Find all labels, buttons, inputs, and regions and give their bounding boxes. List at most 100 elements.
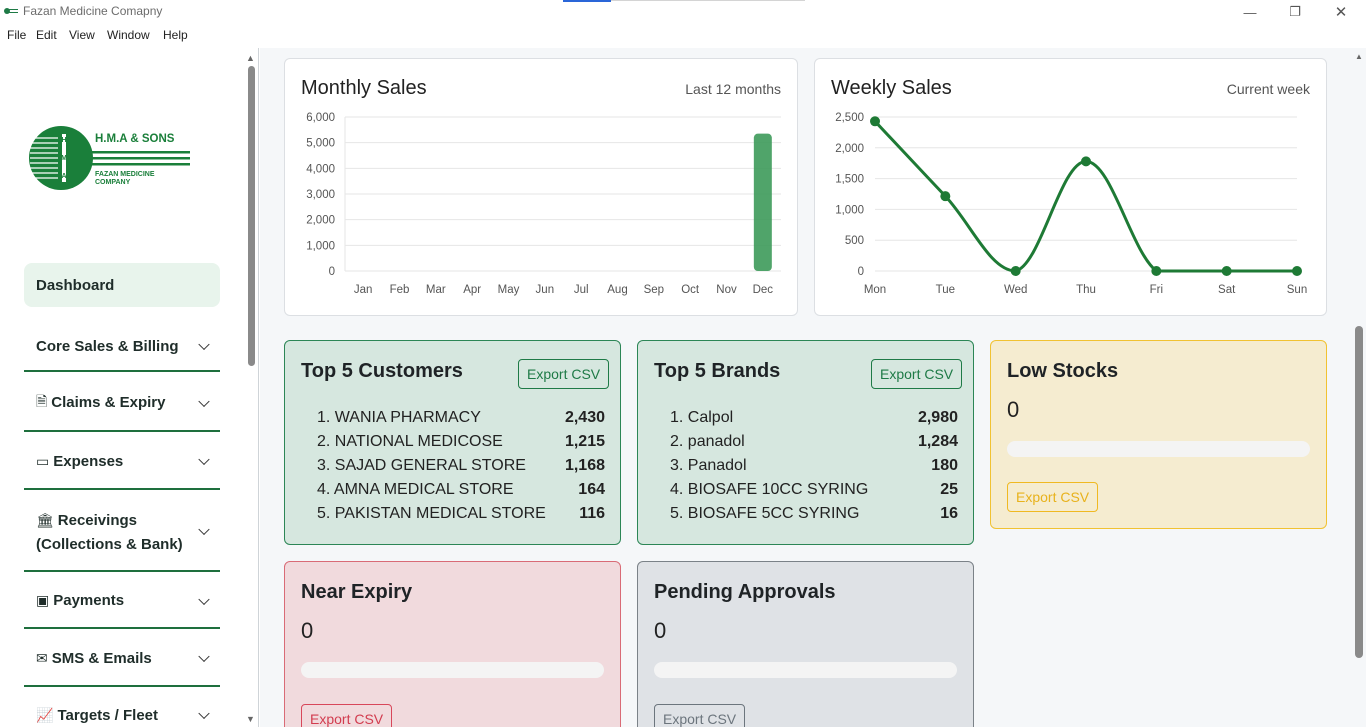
x-tick-label: Jun: [536, 284, 555, 296]
data-point: [1010, 266, 1021, 276]
chevron-down-icon: [198, 523, 210, 536]
nav-expenses-label: Expenses: [53, 452, 124, 470]
y-tick-label: 500: [845, 235, 864, 247]
series-line: [873, 120, 1297, 273]
sidebar-scrollbar[interactable]: ▲ ▼: [244, 50, 258, 727]
scroll-up-arrow[interactable]: ▲: [1355, 52, 1363, 61]
list-item: 4. AMNA MEDICAL STORE 164: [317, 481, 605, 498]
x-tick-label: Jan: [354, 284, 373, 296]
nav-receivings-label-2: (Collections & Bank): [36, 536, 183, 553]
y-tick-label: 3,000: [306, 189, 335, 201]
x-tick-label: Nov: [716, 284, 737, 296]
list-item: 1. Calpol 2,980: [670, 409, 958, 426]
near-expiry-progress: [301, 662, 604, 678]
chevron-down-icon: [198, 650, 210, 663]
weekly-sales-chart: 0 500 1,000 1,500 2,000 2,500 Mon Tue Wed Thu Fri S…: [835, 112, 1307, 296]
nav-receivings-label: Receivings: [57, 512, 137, 529]
nav-expenses[interactable]: ▭ Expenses: [24, 434, 220, 490]
scroll-down-arrow[interactable]: ▼: [246, 714, 255, 724]
wallet-icon: ▭: [36, 452, 50, 469]
window-titlebar: Fazan Medicine Comapny — ❐ ✕: [0, 0, 1366, 24]
x-tick-label: Sat: [1218, 284, 1236, 296]
list-item: 5. BIOSAFE 5CC SYRING 16: [670, 505, 958, 522]
near-expiry-title: Near Expiry: [301, 581, 413, 603]
x-tick-label: Aug: [607, 284, 627, 296]
nav-core-sales-billing-label: Core Sales & Billing: [36, 337, 179, 355]
low-stocks-title: Low Stocks: [1007, 360, 1119, 382]
restore-button[interactable]: ❐: [1289, 4, 1301, 19]
y-tick-label: 4,000: [306, 163, 335, 175]
data-point: [1292, 266, 1302, 276]
nav-dashboard[interactable]: Dashboard: [24, 263, 220, 307]
y-tick-label: 2,000: [835, 143, 864, 155]
nav-payments-label: Payments: [53, 592, 125, 609]
app-icon: [4, 8, 18, 14]
y-tick-label: 6,000: [306, 112, 335, 124]
nav-receivings[interactable]: 🏛 Receivings (Collections & Bank): [24, 492, 220, 572]
list-item: 5. PAKISTAN MEDICAL STORE 116: [317, 505, 605, 522]
x-tick-label: Tue: [936, 284, 955, 296]
monthly-sales-subtitle: Last 12 months: [685, 81, 781, 97]
data-point: [1221, 266, 1232, 276]
logo-letter-a: A: [61, 173, 66, 180]
window-title: Fazan Medicine Comapny: [23, 4, 163, 18]
x-tick-label: May: [498, 284, 520, 296]
x-tick-label: Mar: [426, 284, 446, 296]
menu-edit[interactable]: Edit: [36, 28, 57, 42]
near-expiry-export-button[interactable]: Export CSV: [301, 704, 393, 727]
menu-help[interactable]: Help: [163, 28, 188, 42]
nav-targets-fleet[interactable]: 📈 Targets / Fleet: [24, 689, 220, 727]
x-tick-label: Wed: [1004, 284, 1027, 296]
nav-payments[interactable]: ▣ Payments: [24, 574, 220, 629]
pending-approvals-card: Pending Approvals 0 Export CSV: [637, 561, 974, 727]
customers-export-button[interactable]: Export CSV: [518, 359, 610, 389]
menu-view[interactable]: View: [69, 28, 95, 42]
low-stocks-progress: [1007, 441, 1310, 457]
monthly-sales-card: Monthly Sales Last 12 months 0 1,000 2,000…: [284, 58, 798, 316]
list-item: 1. WANIA PHARMACY 2,430: [317, 409, 605, 426]
low-stocks-count: 0: [1007, 397, 1020, 422]
x-tick-label: Mon: [864, 284, 886, 296]
close-button[interactable]: ✕: [1334, 4, 1348, 21]
minimize-button[interactable]: —: [1243, 4, 1257, 20]
data-point: [940, 191, 951, 202]
menu-window[interactable]: Window: [107, 28, 150, 42]
data-point: [1151, 266, 1162, 276]
titlebar-accent: [563, 0, 611, 2]
pending-approvals-count: 0: [654, 618, 667, 643]
list-item: 3. SAJAD GENERAL STORE 1,168: [317, 457, 605, 474]
list-item: 3. Panadol 180: [670, 457, 958, 474]
brands-export-button[interactable]: Export CSV: [871, 359, 963, 389]
chevron-down-icon: [198, 395, 210, 407]
top-brands-card: Top 5 Brands Export CSV 1. Calpol 2,980 2…: [637, 340, 974, 545]
monthly-sales-chart: 0 1,000 2,000 3,000 4,000 5,000 6,000 Jan Feb Mar…: [306, 112, 781, 296]
nav-claims-expiry[interactable]: 🗎 Claims & Expiry: [24, 375, 220, 432]
scroll-up-arrow[interactable]: ▲: [246, 53, 255, 63]
nav-core-sales-billing[interactable]: Core Sales & Billing: [24, 322, 220, 372]
x-tick-label: Dec: [753, 284, 774, 296]
nav-sms-emails[interactable]: ✉ SMS & Emails: [24, 631, 220, 687]
y-tick-label: 5,000: [306, 138, 335, 150]
sidebar: H M A H.M.A & SONS FAZAN MEDICINE COMPAN…: [0, 48, 259, 727]
low-stocks-export-button[interactable]: Export CSV: [1007, 482, 1099, 512]
pending-export-button[interactable]: Export CSV: [654, 704, 746, 727]
chevron-down-icon: [198, 453, 210, 466]
x-tick-label: Jul: [574, 284, 589, 296]
sidebar-scroll-thumb[interactable]: [248, 66, 255, 366]
y-tick-label: 0: [858, 266, 864, 278]
main-scroll-thumb[interactable]: [1355, 326, 1363, 658]
x-tick-label: Sep: [644, 284, 664, 296]
chevron-down-icon: [198, 707, 210, 720]
pending-approvals-progress: [654, 662, 957, 678]
logo-subtitle-1: FAZAN MEDICINE: [95, 171, 155, 178]
menu-file[interactable]: File: [7, 28, 27, 42]
envelope-icon: ✉: [36, 649, 48, 666]
x-tick-label: Sun: [1287, 284, 1307, 296]
main-scrollbar[interactable]: ▲: [1352, 48, 1366, 727]
pending-approvals-title: Pending Approvals: [654, 581, 836, 603]
dashboard-main: Monthly Sales Last 12 months 0 1,000 2,000…: [260, 48, 1352, 727]
graph-icon: 📈: [36, 706, 54, 723]
weekly-sales-title: Weekly Sales: [831, 77, 952, 99]
data-point: [1081, 156, 1091, 167]
near-expiry-card: Near Expiry 0 Export CSV: [284, 561, 621, 727]
